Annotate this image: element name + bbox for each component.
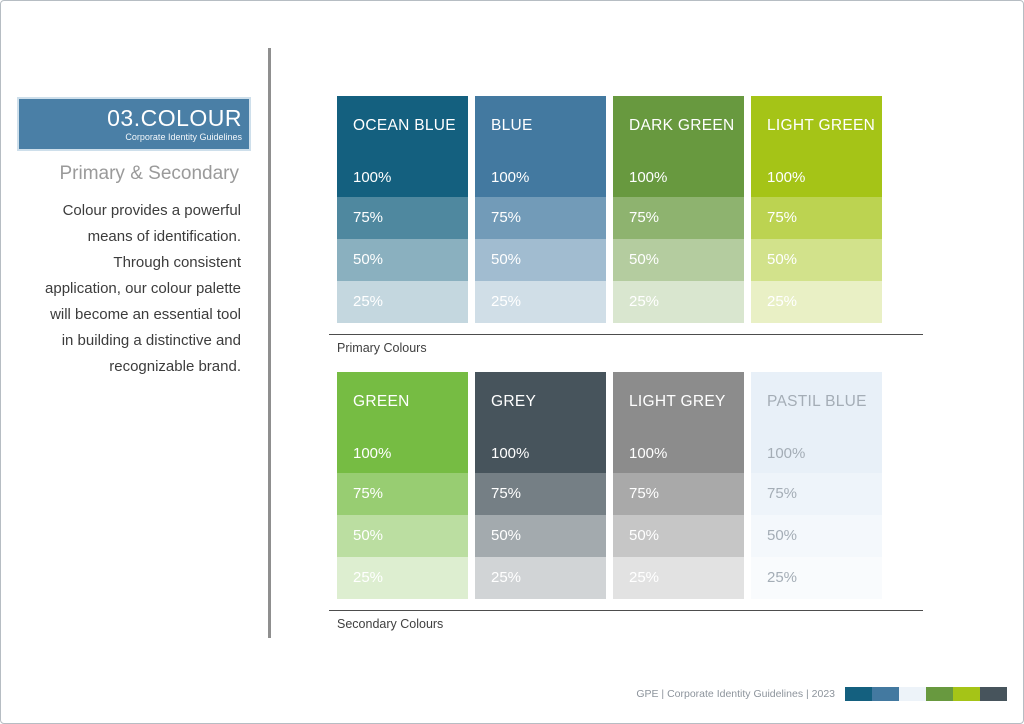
tint-band-25: 25% — [613, 557, 744, 599]
chapter-header: 03.COLOUR Corporate Identity Guidelines — [17, 97, 251, 151]
tint-band-50: 50% — [337, 515, 468, 557]
tint-label: 100% — [491, 445, 530, 462]
section-title: Primary & Secondary — [59, 163, 239, 184]
tint-band-25: 25% — [475, 281, 606, 323]
tint-band-75: 75% — [337, 197, 468, 239]
tint-band-50: 50% — [751, 515, 882, 557]
swatch-pastil-blue: PASTIL BLUE 100% 75% 50% 25% — [751, 372, 882, 599]
tint-band-25: 25% — [751, 281, 882, 323]
swatch-name: BLUE — [491, 117, 533, 134]
palette-area: OCEAN BLUE 100% 75% 50% 25% BLUE 100% 75% 50% 25%… — [329, 96, 923, 631]
tint-band-100: GREY 100% — [475, 372, 606, 473]
swatch-ocean-blue: OCEAN BLUE 100% 75% 50% 25% — [337, 96, 468, 323]
tint-band-100: LIGHT GREEN 100% — [751, 96, 882, 197]
footer: GPE | Corporate Identity Guidelines | 20… — [636, 687, 1007, 701]
tint-band-100: LIGHT GREY 100% — [613, 372, 744, 473]
tint-label: 100% — [629, 169, 668, 186]
swatch-name: OCEAN BLUE — [353, 117, 456, 134]
swatch-columns-secondary: GREEN 100% 75% 50% 25% GREY 100% 75% 50% 25% LIGHT… — [337, 372, 923, 599]
footer-text: GPE | Corporate Identity Guidelines | 20… — [636, 688, 835, 700]
vertical-divider — [268, 48, 271, 638]
strip-square — [953, 687, 980, 701]
chapter-title: 03.COLOUR — [107, 105, 242, 132]
tint-label: 100% — [767, 445, 806, 462]
tint-label: 100% — [353, 445, 392, 462]
tint-band-50: 50% — [475, 239, 606, 281]
strip-square — [899, 687, 926, 701]
group-label: Primary Colours — [337, 341, 427, 355]
tint-band-50: 50% — [613, 515, 744, 557]
tint-band-75: 75% — [475, 473, 606, 515]
swatch-blue: BLUE 100% 75% 50% 25% — [475, 96, 606, 323]
footer-colour-strip — [845, 687, 1007, 701]
swatch-dark-green: DARK GREEN 100% 75% 50% 25% — [613, 96, 744, 323]
tint-label: 100% — [629, 445, 668, 462]
strip-square — [980, 687, 1007, 701]
tint-band-50: 50% — [613, 239, 744, 281]
swatch-name: LIGHT GREY — [629, 393, 726, 410]
tint-label: 100% — [767, 169, 806, 186]
tint-band-75: 75% — [337, 473, 468, 515]
tint-band-50: 50% — [337, 239, 468, 281]
palette-group-secondary: GREEN 100% 75% 50% 25% GREY 100% 75% 50% 25% LIGHT… — [329, 372, 923, 631]
tint-band-100: GREEN 100% — [337, 372, 468, 473]
swatch-columns-primary: OCEAN BLUE 100% 75% 50% 25% BLUE 100% 75% 50% 25%… — [337, 96, 923, 323]
tint-band-75: 75% — [475, 197, 606, 239]
tint-band-25: 25% — [475, 557, 606, 599]
swatch-green: GREEN 100% 75% 50% 25% — [337, 372, 468, 599]
swatch-name: PASTIL BLUE — [767, 393, 867, 410]
tint-band-50: 50% — [475, 515, 606, 557]
swatch-name: LIGHT GREEN — [767, 117, 876, 134]
tint-band-75: 75% — [613, 197, 744, 239]
tint-band-75: 75% — [751, 473, 882, 515]
tint-band-100: PASTIL BLUE 100% — [751, 372, 882, 473]
tint-band-25: 25% — [751, 557, 882, 599]
tint-band-25: 25% — [337, 281, 468, 323]
tint-band-75: 75% — [751, 197, 882, 239]
swatch-name: GREY — [491, 393, 537, 410]
tint-band-100: OCEAN BLUE 100% — [337, 96, 468, 197]
tint-band-75: 75% — [613, 473, 744, 515]
group-rule — [329, 610, 923, 611]
chapter-subtitle: Corporate Identity Guidelines — [125, 131, 242, 142]
tint-label: 100% — [353, 169, 392, 186]
tint-band-25: 25% — [337, 557, 468, 599]
strip-square — [872, 687, 899, 701]
strip-square — [845, 687, 872, 701]
swatch-name: DARK GREEN — [629, 117, 735, 134]
strip-square — [926, 687, 953, 701]
tint-label: 100% — [491, 169, 530, 186]
tint-band-100: BLUE 100% — [475, 96, 606, 197]
group-label: Secondary Colours — [337, 617, 444, 631]
palette-group-primary: OCEAN BLUE 100% 75% 50% 25% BLUE 100% 75% 50% 25%… — [329, 96, 923, 355]
swatch-light-grey: LIGHT GREY 100% 75% 50% 25% — [613, 372, 744, 599]
group-rule — [329, 334, 923, 335]
swatch-name: GREEN — [353, 393, 410, 410]
tint-band-100: DARK GREEN 100% — [613, 96, 744, 197]
tint-band-50: 50% — [751, 239, 882, 281]
swatch-light-green: LIGHT GREEN 100% 75% 50% 25% — [751, 96, 882, 323]
tint-band-25: 25% — [613, 281, 744, 323]
description-text: Colour provides a powerful means of iden… — [45, 202, 241, 375]
swatch-grey: GREY 100% 75% 50% 25% — [475, 372, 606, 599]
